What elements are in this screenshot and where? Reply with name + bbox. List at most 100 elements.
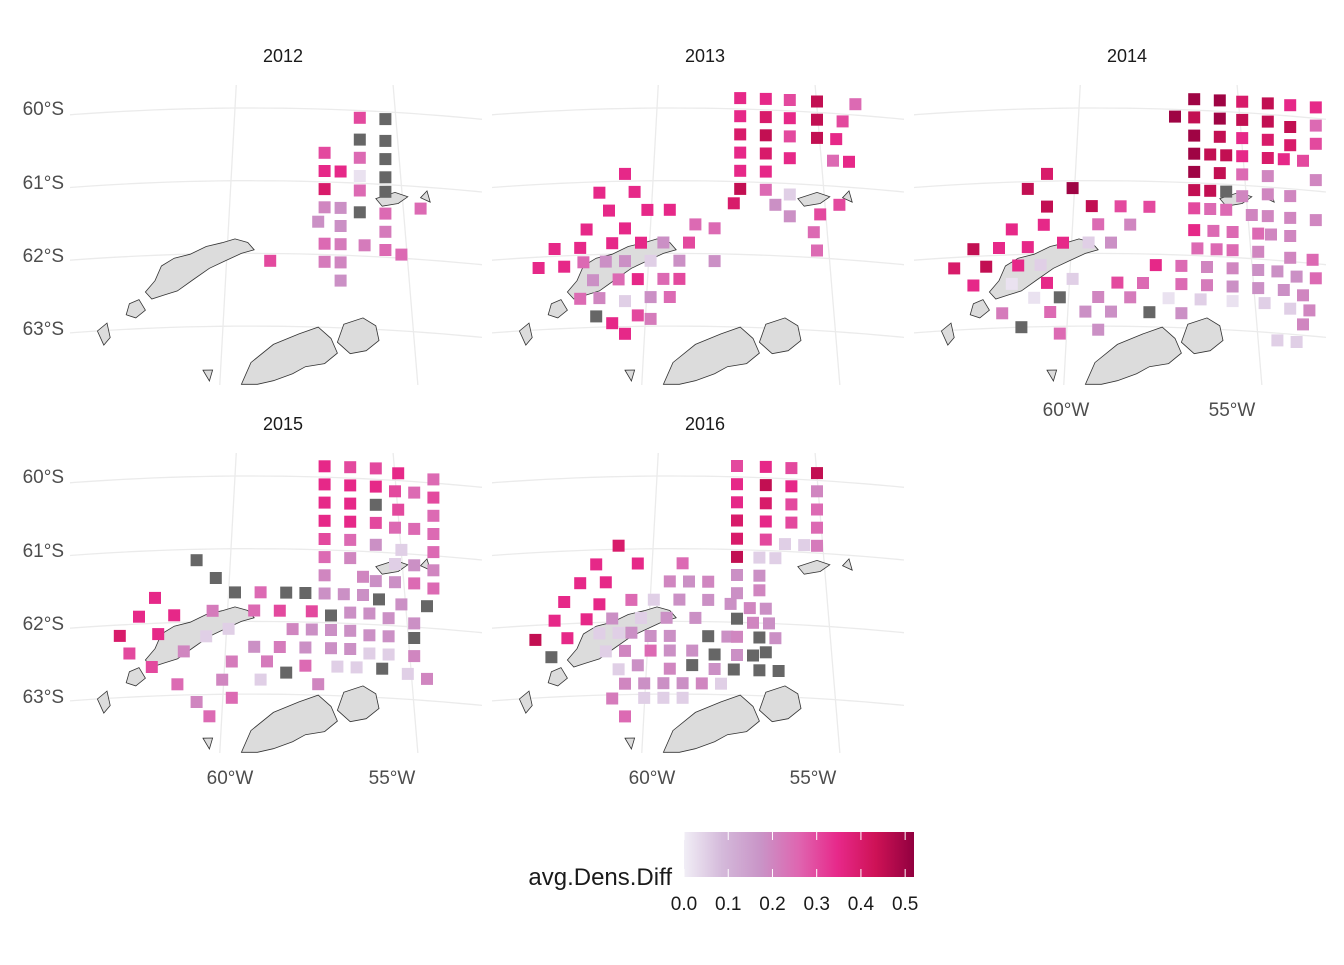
data-cell bbox=[1041, 276, 1053, 289]
gridline-lat bbox=[914, 180, 1326, 193]
data-cell bbox=[827, 154, 839, 167]
data-cell bbox=[759, 460, 772, 473]
data-cell bbox=[1284, 99, 1297, 112]
data-cell bbox=[619, 295, 631, 308]
data-cell bbox=[1284, 139, 1297, 152]
data-cell bbox=[325, 624, 337, 636]
data-cell bbox=[599, 645, 612, 658]
panel-map bbox=[70, 85, 482, 385]
land-polygon bbox=[518, 322, 533, 346]
data-cell bbox=[759, 533, 772, 546]
data-cell bbox=[350, 661, 363, 674]
data-cell bbox=[631, 309, 644, 322]
data-cell bbox=[344, 461, 357, 474]
data-cell bbox=[312, 678, 325, 691]
facet-title: 2013 bbox=[685, 46, 725, 66]
data-cell bbox=[414, 202, 427, 215]
data-cell bbox=[1175, 259, 1188, 272]
data-cell bbox=[558, 596, 571, 608]
data-cell bbox=[619, 644, 631, 657]
data-cell bbox=[1290, 270, 1303, 283]
data-cell bbox=[759, 129, 772, 142]
lat-tick-label: 61°S bbox=[23, 173, 64, 194]
data-cell bbox=[731, 478, 743, 491]
gridline-lon bbox=[814, 85, 841, 385]
data-cell bbox=[203, 710, 216, 723]
land-polygon bbox=[547, 299, 568, 319]
data-cell bbox=[612, 273, 625, 286]
data-cell bbox=[206, 604, 219, 617]
data-cell bbox=[644, 291, 657, 304]
data-cell bbox=[1213, 112, 1226, 125]
data-cell bbox=[759, 602, 772, 615]
data-cell bbox=[783, 188, 796, 201]
data-cell bbox=[747, 649, 759, 662]
data-cell bbox=[1252, 264, 1265, 276]
data-cell bbox=[318, 587, 331, 600]
data-cell bbox=[1252, 282, 1265, 295]
data-cell bbox=[811, 113, 823, 126]
data-cell bbox=[353, 206, 366, 219]
data-cell bbox=[993, 242, 1005, 254]
data-cell bbox=[113, 629, 126, 642]
data-cell bbox=[590, 558, 603, 571]
land-polygon bbox=[202, 737, 214, 750]
lat-tick-label: 62°S bbox=[23, 614, 64, 635]
data-cell bbox=[628, 185, 641, 198]
data-cell bbox=[833, 198, 846, 211]
gridline-lat bbox=[492, 325, 904, 339]
data-cell bbox=[334, 201, 347, 214]
data-cell bbox=[1053, 291, 1066, 304]
data-cell bbox=[1012, 259, 1025, 272]
data-cell bbox=[318, 165, 331, 177]
data-cell bbox=[1261, 170, 1274, 183]
data-cell bbox=[1309, 137, 1322, 150]
data-cell bbox=[769, 198, 782, 211]
data-cell bbox=[663, 644, 676, 657]
data-cell bbox=[379, 185, 392, 198]
land-polygon bbox=[125, 299, 146, 319]
data-cell bbox=[1194, 293, 1207, 306]
panel-map bbox=[914, 85, 1326, 385]
data-cell bbox=[382, 648, 395, 661]
land-polygon bbox=[96, 322, 111, 346]
data-cell bbox=[408, 650, 421, 663]
data-cell bbox=[785, 498, 798, 511]
data-cell bbox=[1226, 226, 1239, 238]
data-cell bbox=[548, 614, 561, 627]
data-cell bbox=[1309, 214, 1322, 227]
data-cell bbox=[1188, 129, 1201, 142]
data-cell bbox=[561, 632, 574, 645]
data-cell bbox=[644, 630, 657, 642]
data-cell bbox=[344, 643, 357, 655]
land-polygon bbox=[1084, 326, 1182, 385]
data-cell bbox=[344, 515, 357, 528]
data-cell bbox=[574, 577, 587, 590]
data-cell bbox=[1041, 167, 1053, 180]
data-cell bbox=[967, 279, 980, 292]
data-cell bbox=[724, 597, 737, 610]
lat-tick-label: 61°S bbox=[23, 541, 64, 562]
data-cell bbox=[753, 551, 766, 564]
data-cell bbox=[1236, 95, 1249, 108]
land-polygon bbox=[240, 694, 338, 753]
data-cell bbox=[1092, 323, 1105, 336]
data-cell bbox=[209, 572, 222, 584]
data-cell bbox=[747, 616, 759, 629]
data-cell bbox=[1306, 253, 1319, 266]
data-cell bbox=[593, 186, 606, 199]
data-cell bbox=[641, 203, 654, 216]
gridline-lat bbox=[492, 620, 904, 634]
data-cell bbox=[318, 183, 331, 196]
data-cell bbox=[683, 236, 695, 249]
data-cell bbox=[312, 215, 325, 228]
data-cell bbox=[980, 260, 993, 273]
data-cell bbox=[1188, 184, 1201, 197]
data-cell bbox=[1236, 190, 1249, 203]
data-cell bbox=[357, 589, 369, 601]
data-cell bbox=[1143, 306, 1156, 319]
legend-tick-label: 0.3 bbox=[803, 894, 829, 915]
data-cell bbox=[798, 539, 811, 552]
data-cell bbox=[811, 521, 823, 534]
